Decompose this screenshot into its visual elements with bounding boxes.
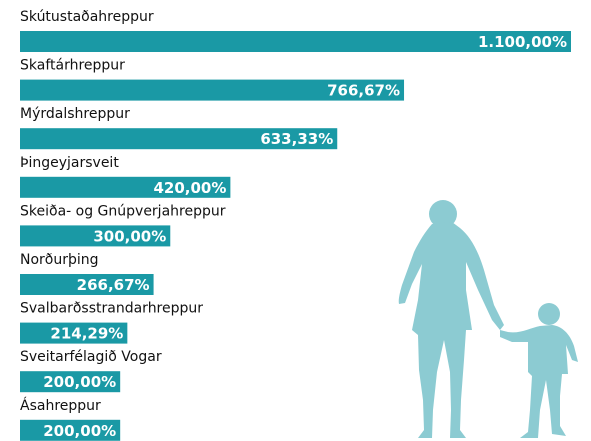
value-label: 300,00% [93, 227, 166, 245]
category-label: Skeiða- og Gnúpverjahreppur [20, 203, 226, 219]
category-label: Mýrdalshreppur [20, 106, 130, 122]
value-label: 1.100,00% [478, 33, 567, 51]
category-label: Þingeyjarsveit [20, 155, 119, 171]
value-label: 420,00% [153, 179, 226, 197]
category-label: Ásahreppur [20, 397, 101, 414]
woman-body [399, 222, 504, 438]
child-body [500, 325, 578, 438]
category-label: Skaftárhreppur [20, 58, 125, 74]
child-head [538, 303, 560, 325]
value-label: 200,00% [43, 373, 116, 391]
category-label: Skútustaðahreppur [20, 9, 154, 25]
illustration [399, 200, 578, 438]
category-label: Sveitarfélagið Vogar [20, 349, 162, 365]
value-label: 214,29% [50, 325, 123, 343]
category-label: Svalbarðsstrandarhreppur [20, 301, 203, 317]
category-label: Norðurþing [20, 252, 99, 268]
value-label: 633,33% [260, 130, 333, 148]
value-label: 766,67% [327, 82, 400, 100]
value-label: 266,67% [77, 276, 150, 294]
chart: Skútustaðahreppur 1.100,00% Skaftárhreppur… [0, 0, 591, 441]
value-label: 200,00% [43, 422, 116, 440]
